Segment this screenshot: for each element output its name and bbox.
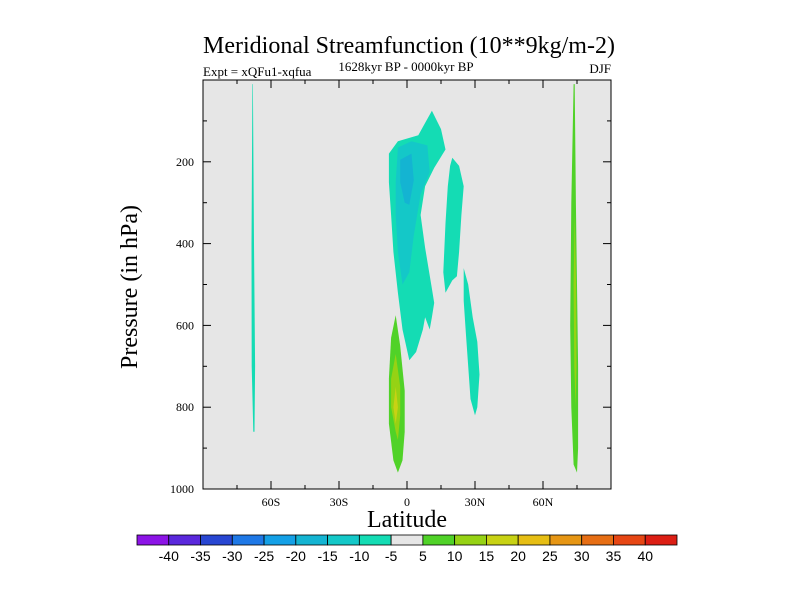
colorbar-box (390, 534, 424, 546)
colorbar-box (136, 534, 170, 546)
axis-ticks: 60S 30S 0 30N 60N 200 400 600 800 1000 (170, 80, 611, 509)
plot-frame (202, 79, 612, 490)
colorbar-label: -10 (349, 548, 369, 564)
colorbar-label: 25 (542, 548, 558, 564)
colorbar-box (517, 534, 551, 546)
colorbar-label: 30 (574, 548, 590, 564)
colorbar-box (295, 534, 328, 546)
colorbar-box (358, 534, 392, 546)
colorbar-label: 35 (606, 548, 622, 564)
colorbar-box (231, 534, 265, 546)
y-tick-label: 1000 (170, 482, 194, 496)
contour-region-nh-lower-cell (463, 268, 480, 416)
contour-region-sh-polar-cell (251, 84, 256, 432)
contour-regions (251, 84, 579, 473)
contour-region-nh-subtropical-cell (443, 157, 464, 293)
y-tick-label: 400 (176, 237, 194, 251)
x-tick-label: 0 (404, 495, 410, 509)
colorbar: -40 -35 -30 -25 -20 -15 -10 -5 5 10 15 20 25 30 35 40 (136, 534, 678, 564)
y-tick-label: 800 (176, 400, 194, 414)
colorbar-label: 40 (637, 548, 653, 564)
contour-region-nh-polar-core-10 (573, 215, 577, 408)
colorbar-label: -40 (159, 548, 179, 564)
colorbar-label: 20 (510, 548, 526, 564)
colorbar-box (263, 534, 297, 546)
chart-subtitle-left: Expt = xQFu1-xqfua (203, 64, 312, 79)
contour-region-tropical-core-15 (400, 153, 414, 205)
colorbar-box (486, 534, 519, 546)
colorbar-box (327, 534, 360, 546)
colorbar-label: -15 (317, 548, 337, 564)
colorbar-box (613, 534, 646, 546)
chart-subtitle-center: 1628kyr BP - 0000kyr BP (338, 59, 473, 74)
x-tick-label: 60N (533, 495, 554, 509)
y-tick-label: 200 (176, 155, 194, 169)
x-tick-label: 60S (262, 495, 281, 509)
contour-region-tropical-positive-core-15 (393, 386, 398, 424)
y-tick-label: 600 (176, 318, 194, 332)
colorbar-box (200, 534, 233, 546)
x-tick-label: 30S (330, 495, 349, 509)
colorbar-label: -25 (254, 548, 274, 564)
colorbar-box (454, 534, 487, 546)
colorbar-box (644, 534, 678, 546)
colorbar-box (168, 534, 201, 546)
colorbar-label: -5 (385, 548, 398, 564)
colorbar-box (422, 534, 456, 546)
x-tick-label: 30N (465, 495, 486, 509)
colorbar-box (549, 534, 583, 546)
colorbar-label: 15 (479, 548, 495, 564)
y-axis-label: Pressure (in hPa) (117, 205, 143, 369)
chart-subtitle-right: DJF (589, 61, 611, 76)
colorbar-label: 5 (419, 548, 427, 564)
chart-title: Meridional Streamfunction (10**9kg/m-2) (203, 33, 615, 59)
x-axis-label: Latitude (367, 507, 447, 533)
colorbar-label: -35 (190, 548, 210, 564)
colorbar-box (581, 534, 614, 546)
colorbar-label: -20 (286, 548, 306, 564)
colorbar-label: 10 (447, 548, 463, 564)
colorbar-label: -30 (222, 548, 242, 564)
